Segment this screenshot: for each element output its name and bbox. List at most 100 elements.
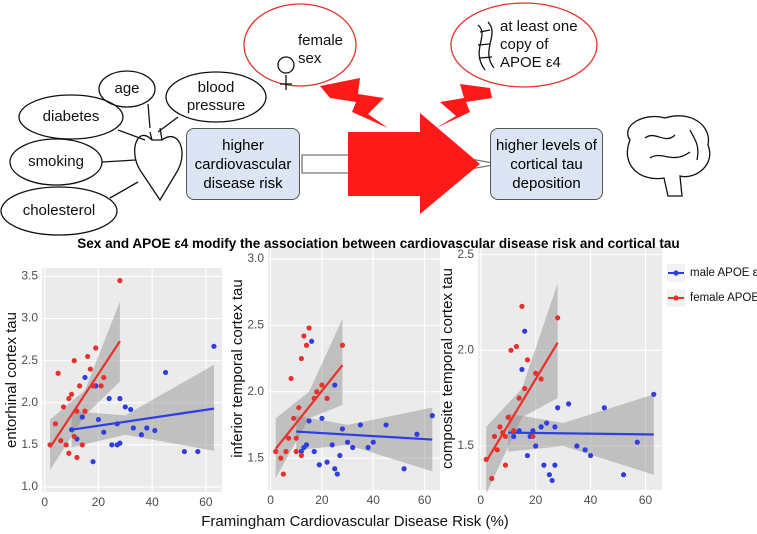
data-point [296,405,302,411]
data-point [357,422,364,428]
data-point [311,448,317,455]
x-tick-label: 0 [477,493,484,507]
data-point [79,414,85,420]
y-tick-label: 3.0 [247,251,264,265]
data-point [620,472,627,478]
data-point [130,425,136,431]
data-point [530,433,536,440]
x-tick-label: 40 [584,493,598,507]
x-tick-label: 0 [267,493,274,507]
y-tick-label: 2.0 [457,342,474,356]
data-point [79,442,85,448]
data-point [273,448,279,455]
confidence-band [296,407,433,472]
data-point [634,439,640,445]
data-point [68,391,75,397]
data-point [533,443,539,449]
data-point [122,404,128,410]
data-point [181,448,187,455]
cvd-box: higher cardiovascular disease risk [186,128,300,200]
data-point [519,366,525,373]
x-tick-label: 40 [367,493,381,507]
data-point [541,462,547,468]
data-point [502,433,509,440]
data-point [524,357,531,363]
fit-line [508,431,654,436]
data-point [285,435,292,441]
data-point [298,452,304,459]
panel [42,268,222,492]
data-point [66,395,72,402]
data-point [414,431,420,437]
data-point [291,415,297,421]
data-point [339,342,346,348]
data-point [324,395,330,401]
data-point [524,452,531,459]
data-point [502,462,509,468]
y-tick-label: 2.5 [21,353,38,367]
confidence-band [71,364,214,451]
data-point [298,355,304,362]
data-point [55,370,61,376]
tau-box: higher levels of cortical tau deposition [490,128,603,200]
data-point [533,370,539,376]
data-point [58,438,64,444]
data-point [332,382,338,388]
data-point [582,447,588,453]
diagram-arrows [320,78,492,214]
y-tick-label: 1.5 [21,437,38,451]
data-point [128,406,134,413]
risk-factor: cholesterol [22,202,96,219]
data-point [82,374,88,381]
data-point [544,420,550,426]
data-point [152,427,158,434]
risk-factor: smoking [28,153,84,170]
data-point [303,342,310,348]
risk-factor: diabetes [42,108,100,125]
data-point [566,401,572,407]
data-point [162,369,169,376]
data-point [370,439,376,445]
data-point [106,395,112,402]
data-point [293,448,299,455]
x-tick-label: 60 [199,495,213,509]
modifier: at least one copy of APOE ε4 [500,18,578,71]
data-point [429,413,435,419]
data-point [587,452,594,459]
data-point [82,408,88,414]
data-point [538,376,544,382]
data-point [117,440,123,446]
risk-factor: age [114,80,140,97]
y-tick-label: 1.0 [21,479,38,493]
data-point [98,383,104,389]
data-point [117,395,123,402]
data-point [306,418,312,424]
data-point [288,375,294,382]
data-point [334,471,340,477]
y-tick-label: 3.0 [21,311,38,325]
data-point [303,442,310,448]
data-point [350,444,356,451]
fit-line [274,364,344,450]
data-point [497,424,503,430]
legend-dot [673,270,679,276]
risk-factor: blood pressure [186,79,246,114]
data-point [601,405,607,411]
fit-line [71,407,215,431]
data-point [511,428,517,434]
legend-dot [673,295,679,301]
data-point [314,389,320,395]
data-point [90,459,96,465]
data-point [109,442,115,448]
data-point [298,448,304,455]
panel [478,247,662,490]
data-point [519,303,525,309]
fit-line [296,430,433,441]
y-tick-label: 2.0 [21,395,38,409]
data-point [522,328,528,334]
data-point [93,345,99,351]
data-point [77,383,83,389]
data-point [555,315,561,321]
data-point [549,477,555,484]
